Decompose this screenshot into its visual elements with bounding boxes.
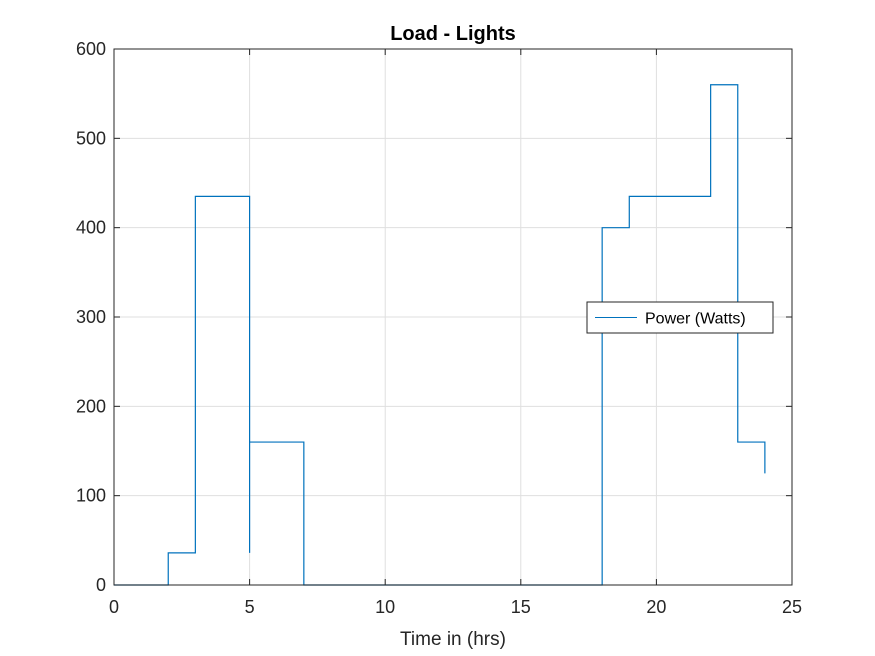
y-tick-label: 0 xyxy=(96,575,106,595)
y-tick-label: 400 xyxy=(76,218,106,238)
y-tick-label: 600 xyxy=(76,39,106,59)
chart-title: Load - Lights xyxy=(390,23,516,45)
x-axis-label: Time in (hrs) xyxy=(400,629,506,650)
legend-label: Power (Watts) xyxy=(645,311,746,328)
ticks: 0 5 10 15 20 25 0 100 200 300 400 500 600 xyxy=(76,39,802,617)
x-tick-label: 10 xyxy=(375,597,395,617)
x-tick-label: 20 xyxy=(646,597,666,617)
y-tick-label: 500 xyxy=(76,128,106,148)
y-tick-label: 300 xyxy=(76,307,106,327)
y-tick-label: 200 xyxy=(76,396,106,416)
x-tick-label: 25 xyxy=(782,597,802,617)
x-tick-label: 0 xyxy=(109,597,119,617)
y-tick-label: 100 xyxy=(76,486,106,506)
x-tick-label: 5 xyxy=(245,597,255,617)
x-tick-label: 15 xyxy=(511,597,531,617)
legend: Power (Watts) xyxy=(586,301,774,334)
